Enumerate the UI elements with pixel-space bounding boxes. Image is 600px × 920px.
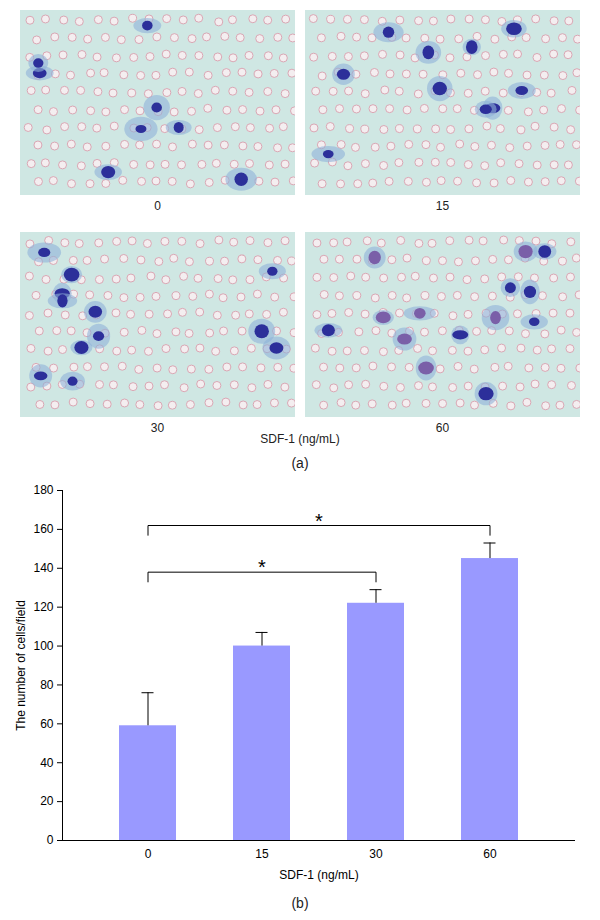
html-text:15: 15 (435, 199, 450, 213)
svg-text:20: 20 (40, 794, 54, 808)
html-text:SDF-1 (ng/mL): SDF-1 (ng/mL) (260, 432, 340, 446)
svg-text:0: 0 (47, 833, 54, 847)
html-text:0: 0 (154, 199, 161, 213)
svg-text:100: 100 (33, 639, 53, 653)
svg-text:30: 30 (369, 847, 383, 861)
svg-text:140: 140 (33, 561, 53, 575)
svg-text:120: 120 (33, 600, 53, 614)
svg-text:SDF-1 (ng/mL): SDF-1 (ng/mL) (279, 868, 358, 882)
html-text:60: 60 (435, 421, 450, 435)
svg-text:40: 40 (40, 756, 54, 770)
svg-text:80: 80 (40, 678, 54, 692)
svg-text:15: 15 (255, 847, 269, 861)
html-text:(b): (b) (291, 895, 309, 911)
svg-text:The number of cells/field: The number of cells/field (14, 600, 28, 731)
svg-text:160: 160 (33, 522, 53, 536)
svg-text:60: 60 (40, 717, 54, 731)
svg-text:*: * (258, 556, 266, 578)
svg-text:60: 60 (483, 847, 497, 861)
html-text:(a): (a) (291, 455, 309, 471)
svg-text:*: * (315, 510, 323, 532)
svg-text:0: 0 (145, 847, 152, 861)
svg-text:180: 180 (33, 483, 53, 497)
html-text:30: 30 (150, 421, 165, 435)
